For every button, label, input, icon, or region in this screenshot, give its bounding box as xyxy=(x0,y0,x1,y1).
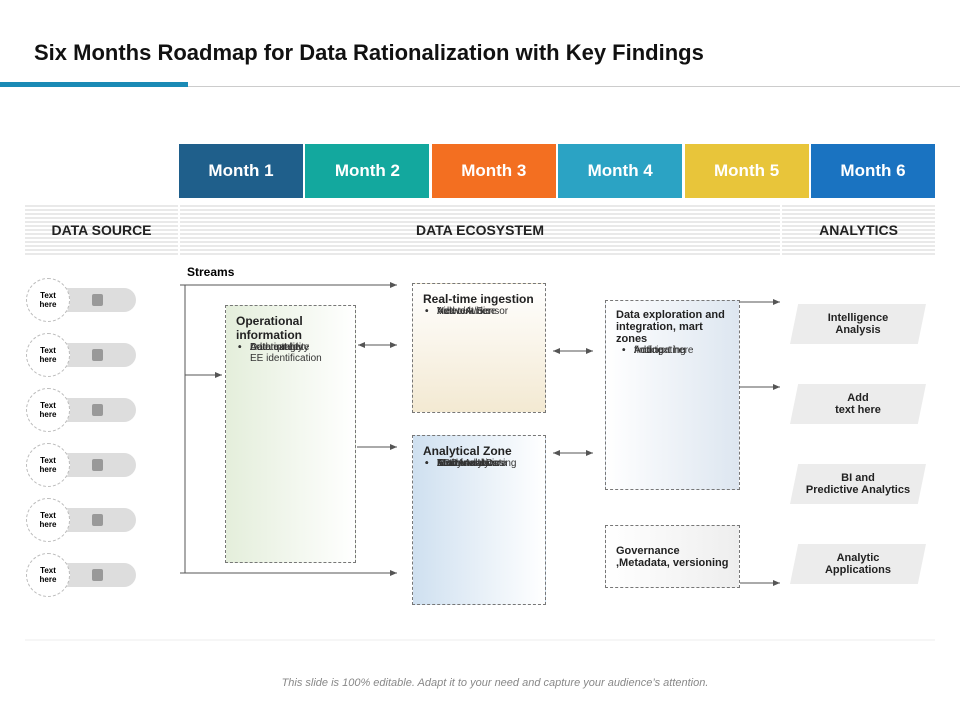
analytical-box: Analytical ZoneAtomic dataStructured Dat… xyxy=(412,435,546,605)
title: Six Months Roadmap for Data Rationalizat… xyxy=(34,40,704,65)
box-title: Governance ,Metadata, versioning xyxy=(616,544,729,569)
governance-box: Governance ,Metadata, versioning xyxy=(605,525,740,588)
source-icon xyxy=(92,349,103,361)
source-label: Text here xyxy=(26,333,70,377)
analytics-output: Add text here xyxy=(790,384,926,424)
month-header: Month 1 xyxy=(179,144,303,198)
streams-label: Streams xyxy=(187,265,235,279)
analytics-output: Intelligence Analysis xyxy=(790,304,926,344)
source-icon xyxy=(92,404,103,416)
box-title: Operational information xyxy=(236,314,303,342)
box-item: Machine Learning xyxy=(423,458,517,469)
box-item: Add text here xyxy=(423,306,496,317)
source-label: Text here xyxy=(26,498,70,542)
month-header: Month 2 xyxy=(305,144,430,198)
column-header: DATA ECOSYSTEM xyxy=(180,203,780,256)
source-label: Text here xyxy=(26,443,70,487)
column-header: ANALYTICS xyxy=(782,203,935,256)
source-icon xyxy=(92,569,103,581)
analytics-output: BI and Predictive Analytics xyxy=(790,464,926,504)
month-header: Month 6 xyxy=(811,144,935,198)
footer: This slide is 100% editable. Adapt it to… xyxy=(281,677,709,689)
box-title: Real-time ingestion xyxy=(423,292,534,306)
source-label: Text here xyxy=(26,388,70,432)
month-header: Month 3 xyxy=(431,144,556,198)
box-title: Analytical Zone xyxy=(423,444,512,458)
month-header: Month 5 xyxy=(684,144,809,198)
column-header: DATA SOURCE xyxy=(25,203,178,256)
box-title: Data exploration and integration, mart z… xyxy=(616,309,725,345)
title-rule xyxy=(188,86,960,87)
source-label: Text here xyxy=(26,553,70,597)
title-accent xyxy=(0,82,188,87)
operational-box: Operational informationData qualityData … xyxy=(225,305,356,563)
source-label: Text here xyxy=(26,278,70,322)
exploration-box: Data exploration and integration, mart z… xyxy=(605,300,740,490)
analytics-output: Analytic Applications xyxy=(790,544,926,584)
source-icon xyxy=(92,294,103,306)
source-icon xyxy=(92,459,103,471)
box-item: Add text here xyxy=(620,345,693,356)
month-header: Month 4 xyxy=(558,144,683,198)
realtime-box: Real-time ingestionVideo/AudioNetwork/Se… xyxy=(412,283,546,413)
box-item: Add text here xyxy=(236,342,309,353)
source-icon xyxy=(92,514,103,526)
